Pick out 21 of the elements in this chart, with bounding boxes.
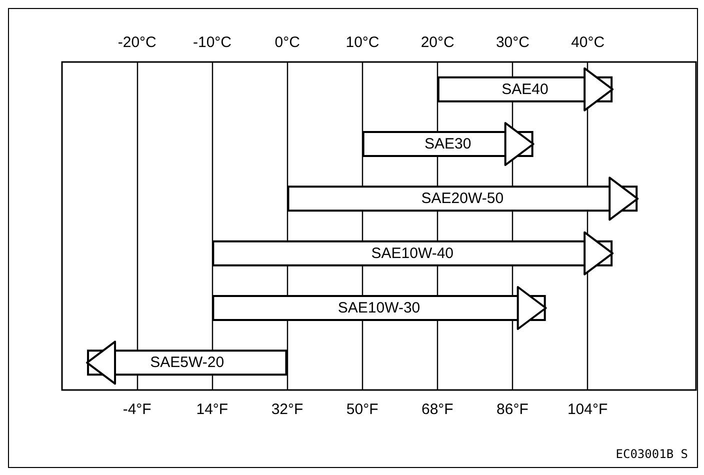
x-tick-label: 86°F: [496, 401, 528, 418]
text: EC03001B S: [616, 447, 688, 461]
x-tick-label: -4°F: [122, 401, 152, 418]
y-tick-label: SAE5W-20: [150, 354, 224, 372]
x2-tick-label: 20°C: [420, 34, 455, 51]
x-tick-label: 104°F: [567, 401, 608, 418]
x-tick-label: 50°F: [346, 401, 378, 418]
x2-tick-label: 0°C: [274, 34, 300, 51]
y-tick-label: SAE30: [424, 136, 472, 152]
y-tick-label: SAE10W-30: [338, 300, 420, 316]
x-tick-label: 14°F: [196, 401, 228, 418]
y-tick-label: SAE10W-40: [371, 244, 454, 262]
x2-tick-label: 10°C: [346, 34, 380, 51]
x-tick-label: 68°F: [421, 401, 454, 418]
x2-tick-label: 40°C: [571, 34, 605, 51]
y-tick-label: SAE40: [502, 80, 548, 98]
x-tick-label: 32°F: [271, 401, 304, 418]
x2-tick-label: -20°C: [118, 34, 157, 51]
y-tick-label: SAE20W-50: [421, 190, 504, 208]
x2-tick-label: 30°C: [496, 34, 530, 51]
x2-tick-label: -10°C: [192, 34, 232, 51]
